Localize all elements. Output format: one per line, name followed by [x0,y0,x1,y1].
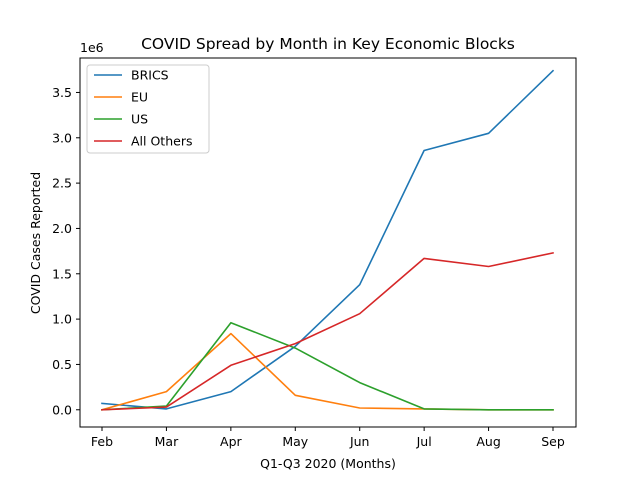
y-axis-multiplier: 1e6 [80,40,104,55]
series-line-us [101,321,554,411]
x-tick-label: Jul [416,434,432,449]
legend-label: EU [131,90,148,105]
x-tick-label: May [282,434,308,449]
x-tick-label: Sep [541,434,565,449]
x-tick-label: Apr [220,434,242,449]
y-tick-label: 2.0 [52,221,72,236]
x-tick-label: Mar [155,434,179,449]
legend: BRICS EU US All Others [86,64,210,154]
x-tick-label: Aug [476,434,500,449]
y-tick-label: 3.5 [52,85,72,100]
y-tick-label: 0.0 [52,402,72,417]
plot-area: Feb Mar Apr May Jun Jul Aug Sep 0.0 0.5 1.0 1.5 2.0… [52,57,577,449]
series-line-all-others [101,251,554,411]
y-tick-label: 1.5 [52,266,72,281]
x-tick-label: Jun [349,434,370,449]
y-tick-label: 1.0 [52,312,72,327]
legend-label: US [131,112,148,127]
y-axis-label: COVID Cases Reported [28,172,43,314]
chart-title: COVID Spread by Month in Key Economic Bl… [141,35,515,53]
y-axis-ticks: 0.0 0.5 1.0 1.5 2.0 2.5 3.0 3.5 [52,85,80,417]
series-line-brics [101,69,555,410]
x-tick-label: Feb [91,434,113,449]
y-tick-label: 0.5 [52,357,72,372]
plot-frame [79,57,577,428]
legend-label: BRICS [131,68,169,83]
series-lines [101,69,555,411]
y-tick-label: 2.5 [52,176,72,191]
legend-label: All Others [131,134,192,149]
x-axis-ticks: Feb Mar Apr May Jun Jul Aug Sep [91,427,565,449]
x-axis-label: Q1-Q3 2020 (Months) [260,456,396,471]
y-tick-label: 3.0 [52,130,72,145]
legend-box [86,64,210,154]
